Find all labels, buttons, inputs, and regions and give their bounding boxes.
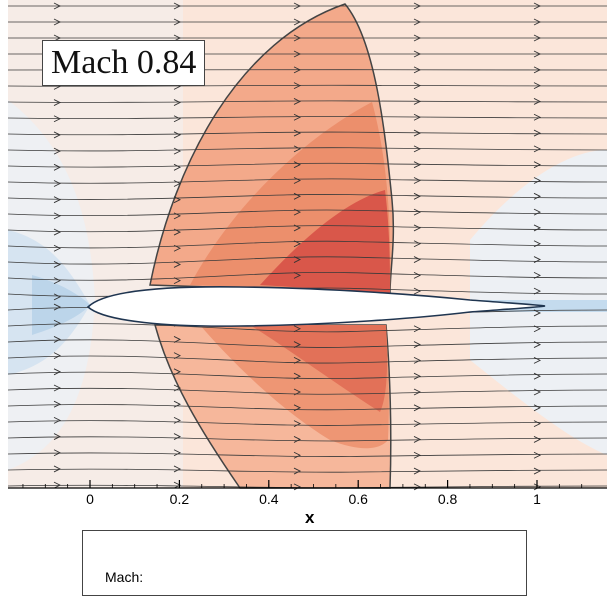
x-tick-label: 0.6 <box>348 491 368 507</box>
colorbar-title: Mach: <box>105 569 143 585</box>
x-tick-label: 1 <box>533 491 541 507</box>
x-tick-label: 0 <box>86 491 94 507</box>
x-axis-label: x <box>305 508 314 528</box>
x-tick-label: 0.4 <box>259 491 279 507</box>
colorbar-legend-box: Mach: <box>82 530 527 596</box>
x-tick-label: 0.2 <box>170 491 190 507</box>
x-tick-label: 0.8 <box>438 491 458 507</box>
chart-title: Mach 0.84 <box>42 40 205 86</box>
